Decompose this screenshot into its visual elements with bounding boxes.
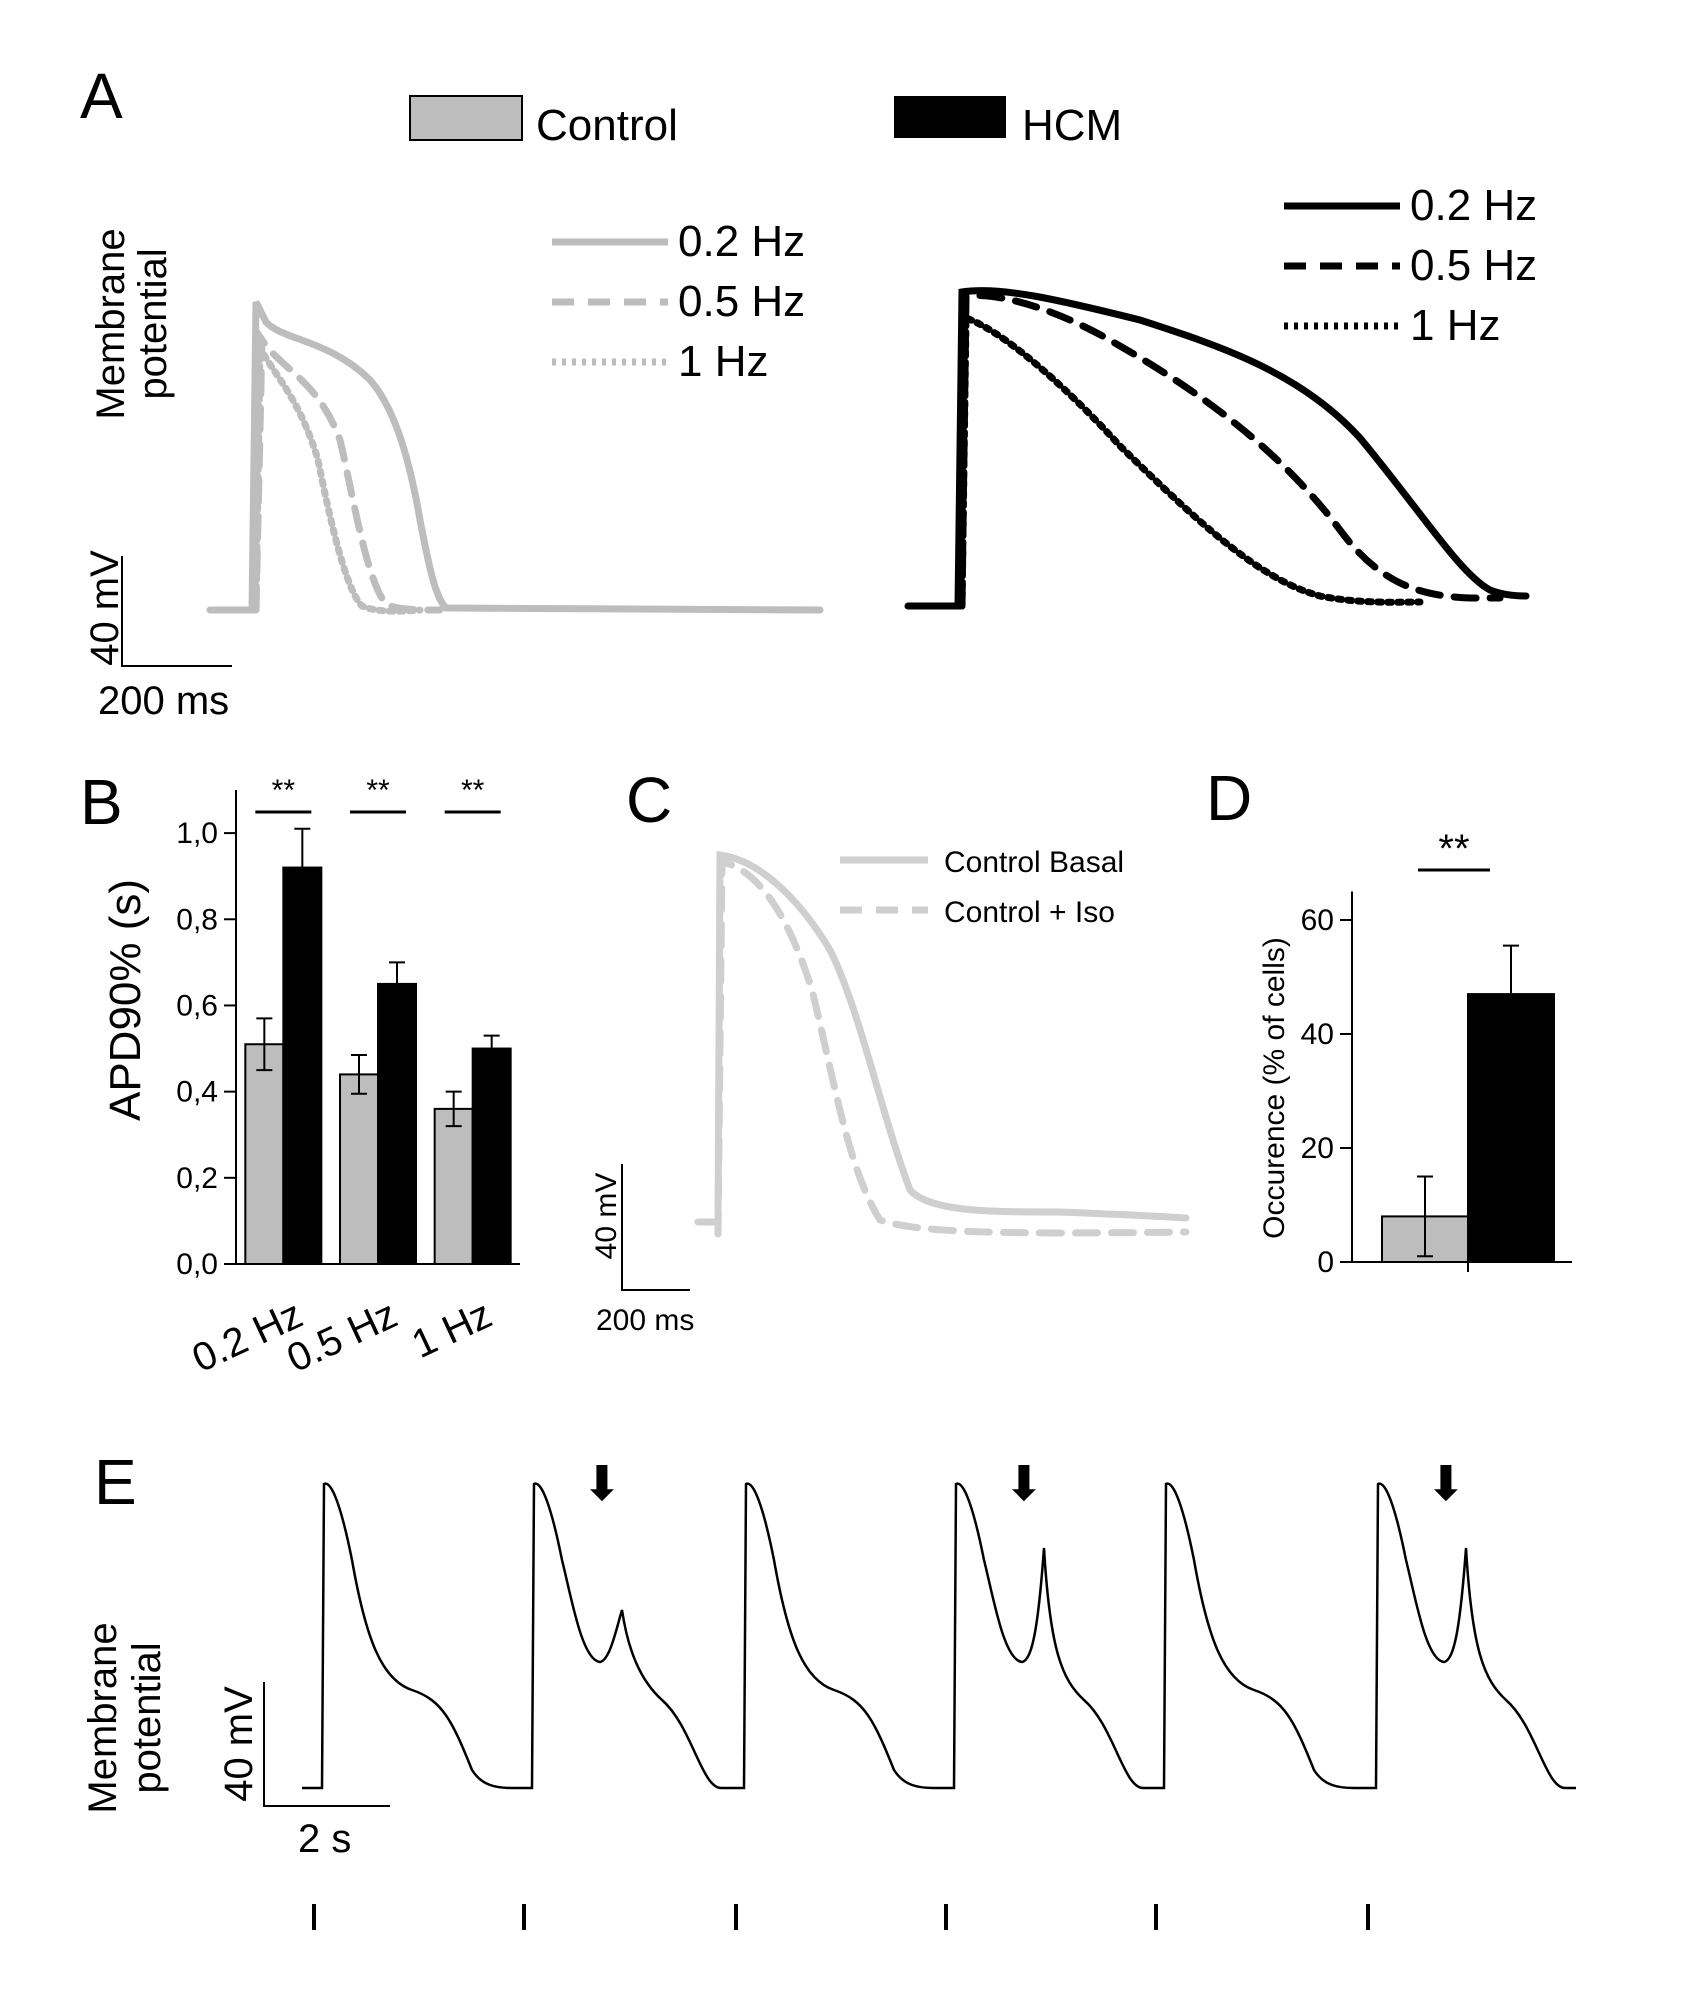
panel-b-plot: 0,00,20,40,60,81,0**0.2 Hz**0.5 Hz**1 Hz [176, 774, 520, 1381]
panel-b-bar-hcm-1 [282, 866, 323, 1266]
ead-arrow-icon: ⬇ [1426, 1458, 1466, 1511]
panel-a-ylabel-line1: Membrane [89, 228, 133, 419]
control-trace-0.2hz [206, 300, 824, 614]
control-basal-trace [694, 851, 1190, 1226]
panel-e: E Membrane potential 40 mV 2 s ⬇ ⬇ ⬇ [81, 1446, 1576, 1930]
control-legend-label-0.2hz: 0.2 Hz [678, 217, 805, 266]
panel-b-bar-hcm-2 [377, 982, 417, 1266]
panel-b-error-bar [389, 961, 405, 1007]
panel-b-xtick-label: 1 Hz [405, 1292, 498, 1367]
panel-e-scale-bar [263, 1682, 390, 1807]
panel-b-error-bar [483, 1034, 500, 1063]
panel-d-error-bar [1503, 944, 1519, 1044]
panel-e-arrows: ⬇ ⬇ ⬇ [582, 1458, 1466, 1511]
panel-c: C Control Basal Control + Iso 40 mV 200 … [590, 764, 1190, 1337]
panel-c-scale-bar [621, 1164, 690, 1291]
panel-a-scale-voltage: 40 mV [83, 550, 127, 666]
panel-e-stimulus-marks [312, 1904, 1370, 1930]
panel-b-letter: B [80, 766, 123, 838]
panel-b-sig-mark: ** [461, 774, 485, 807]
panel-b-ylabel: APD90% (s) [101, 879, 150, 1121]
panel-d-ylabel: Occurence (% of cells) [1258, 937, 1291, 1239]
control-legend-label-0.5hz: 0.5 Hz [678, 277, 805, 326]
panel-e-ylabel-line2: potential [125, 1642, 169, 1793]
panel-b-error-bar [294, 827, 311, 908]
panel-d-ytick-label: 0 [1317, 1246, 1334, 1279]
control-trace-1hz [252, 334, 424, 615]
panel-d-ytick-label: 20 [1301, 1132, 1334, 1165]
panel-b-ytick-label: 0,6 [176, 989, 218, 1022]
panel-c-legend-label-iso: Control + Iso [944, 896, 1115, 929]
panel-b-ytick-label: 0,2 [176, 1162, 218, 1195]
panel-a: A Control HCM Membrane potential 40 mV 2… [80, 60, 1537, 723]
panel-b-sig-mark: ** [366, 774, 390, 807]
panel-a-scale-bar [121, 556, 232, 667]
panel-d-sig-mark: ** [1438, 827, 1469, 871]
panel-c-scale-time: 200 ms [596, 1304, 694, 1337]
control-legend-label-1hz: 1 Hz [678, 337, 768, 386]
panel-e-scale-voltage: 40 mV [217, 1686, 261, 1802]
panel-a-scale-time: 200 ms [98, 679, 229, 723]
panel-d-error-bar [1417, 1175, 1433, 1258]
panel-b: B APD90% (s) 0,00,20,40,60,81,0**0.2 Hz*… [80, 766, 520, 1381]
panel-e-letter: E [94, 1446, 137, 1518]
panel-b-bar-control-3 [433, 1107, 474, 1265]
panel-b-ytick-label: 1,0 [176, 817, 218, 850]
hcm-legend-label-0.5hz: 0.5 Hz [1410, 241, 1537, 290]
panel-c-legend-label-basal: Control Basal [944, 846, 1124, 879]
panel-d-plot: 0 20 40 60 ** [1301, 827, 1572, 1279]
control-iso-trace [714, 857, 1190, 1238]
panel-b-ytick-label: 0,0 [176, 1248, 218, 1281]
hcm-trace-1hz [958, 313, 1424, 610]
panel-d: D Occurence (% of cells) 0 20 40 60 ** [1206, 762, 1572, 1279]
panel-b-error-bar [445, 1090, 462, 1128]
hcm-trace-0.5hz [958, 291, 1504, 610]
panel-d-ytick-label: 40 [1301, 1018, 1334, 1051]
hcm-legend-label-0.2hz: 0.2 Hz [1410, 181, 1537, 230]
legend-hcm-label: HCM [1022, 101, 1122, 150]
panel-b-error-bar [351, 1054, 367, 1095]
panel-b-error-bar [256, 1017, 273, 1072]
ead-arrow-icon: ⬇ [1004, 1458, 1044, 1511]
panel-c-scale-voltage: 40 mV [590, 1173, 623, 1260]
panel-b-bar-hcm-3 [471, 1047, 512, 1265]
legend-control-swatch [409, 95, 523, 141]
panel-b-xtick-label: 0.5 Hz [280, 1292, 403, 1381]
hcm-legend-label-1hz: 1 Hz [1410, 301, 1500, 350]
panel-e-ylabel-line1: Membrane [81, 1622, 125, 1813]
panel-d-letter: D [1206, 762, 1252, 834]
panel-e-scale-time: 2 s [298, 1817, 351, 1861]
panel-c-letter: C [626, 764, 672, 836]
panel-b-bar-control-1 [244, 1043, 285, 1265]
ead-arrow-icon: ⬇ [582, 1458, 622, 1511]
panel-a-ylabel-line2: potential [131, 248, 175, 399]
legend-hcm-swatch [894, 96, 1006, 138]
panel-b-sig-mark: ** [272, 774, 296, 807]
hcm-trace-0.2hz [904, 287, 1530, 610]
legend-control-label: Control [536, 101, 678, 150]
panel-b-ytick-label: 0,8 [176, 903, 218, 936]
panel-e-trace [302, 1482, 1576, 1790]
panel-d-ytick-label: 60 [1301, 904, 1334, 937]
panel-b-bar-control-2 [339, 1073, 379, 1266]
panel-a-letter: A [80, 60, 123, 132]
control-trace-0.5hz [252, 328, 444, 614]
panel-b-ytick-label: 0,4 [176, 1076, 218, 1109]
